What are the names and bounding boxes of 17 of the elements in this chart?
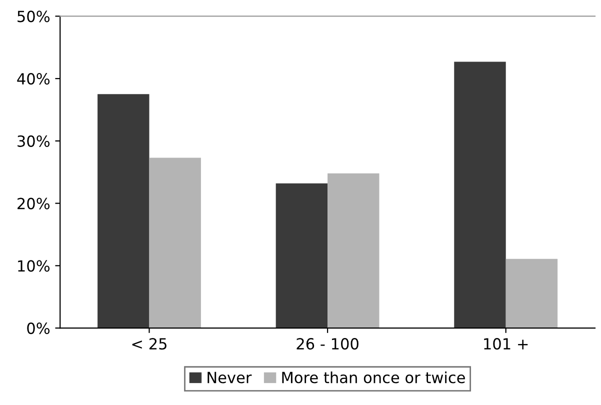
legend-label: More than once or twice: [282, 371, 465, 384]
bar: [149, 158, 201, 328]
x-tick-label: 101 +: [484, 338, 528, 350]
x-tick-label: 26 - 100: [296, 338, 358, 350]
x-tick-label: < 25: [132, 338, 166, 350]
y-tick-label: 20%: [18, 198, 50, 210]
y-tick-label: 40%: [17, 73, 50, 85]
y-tick-label: 30%: [18, 135, 50, 147]
legend-label: Never: [208, 372, 252, 384]
y-tick-label: 10%: [18, 260, 50, 272]
bar: [328, 173, 380, 328]
bar: [506, 258, 558, 328]
bar: [276, 183, 328, 328]
y-tick-label: 50%: [18, 10, 50, 22]
y-tick-label: 0%: [27, 322, 50, 334]
bar: [98, 94, 150, 328]
bar: [454, 62, 506, 328]
